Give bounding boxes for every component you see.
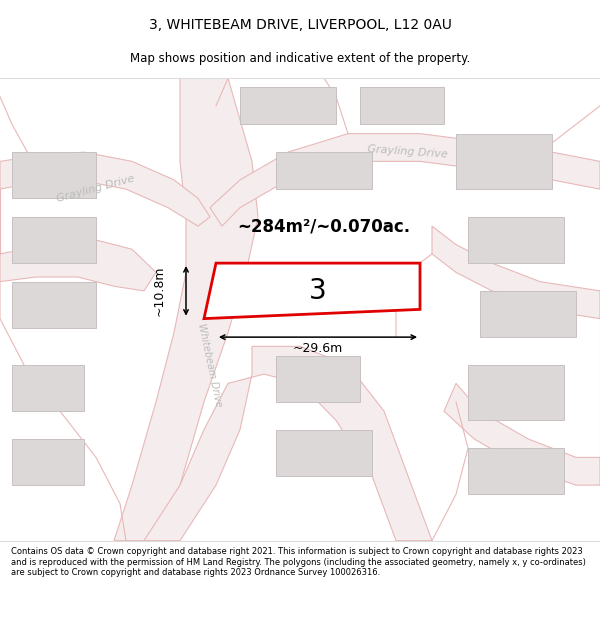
Polygon shape [12, 217, 96, 263]
Polygon shape [204, 263, 420, 319]
Polygon shape [276, 429, 372, 476]
Text: Map shows position and indicative extent of the property.: Map shows position and indicative extent… [130, 52, 470, 65]
Text: Contains OS data © Crown copyright and database right 2021. This information is : Contains OS data © Crown copyright and d… [11, 548, 586, 577]
Polygon shape [210, 134, 600, 226]
Polygon shape [468, 217, 564, 263]
Text: 3, WHITEBEAM DRIVE, LIVERPOOL, L12 0AU: 3, WHITEBEAM DRIVE, LIVERPOOL, L12 0AU [149, 18, 451, 32]
Polygon shape [12, 152, 96, 198]
Polygon shape [276, 356, 360, 402]
Text: ~29.6m: ~29.6m [293, 342, 343, 355]
Text: ~10.8m: ~10.8m [152, 266, 166, 316]
Text: Whitebeam Drive: Whitebeam Drive [196, 322, 224, 408]
Polygon shape [144, 346, 432, 541]
Polygon shape [12, 365, 84, 411]
Polygon shape [240, 88, 336, 124]
Polygon shape [480, 291, 576, 337]
Polygon shape [0, 240, 156, 291]
Polygon shape [432, 226, 600, 319]
Polygon shape [444, 383, 600, 485]
Polygon shape [0, 152, 210, 226]
Polygon shape [456, 134, 552, 189]
Polygon shape [12, 282, 96, 328]
Polygon shape [360, 88, 444, 124]
Text: ~284m²/~0.070ac.: ~284m²/~0.070ac. [238, 217, 410, 235]
Polygon shape [114, 78, 258, 541]
Text: 3: 3 [309, 277, 327, 305]
Polygon shape [468, 365, 564, 421]
Polygon shape [12, 439, 84, 485]
Text: Grayling Drive: Grayling Drive [56, 174, 136, 204]
Polygon shape [276, 152, 372, 189]
Text: Grayling Drive: Grayling Drive [367, 144, 449, 160]
Polygon shape [468, 448, 564, 494]
